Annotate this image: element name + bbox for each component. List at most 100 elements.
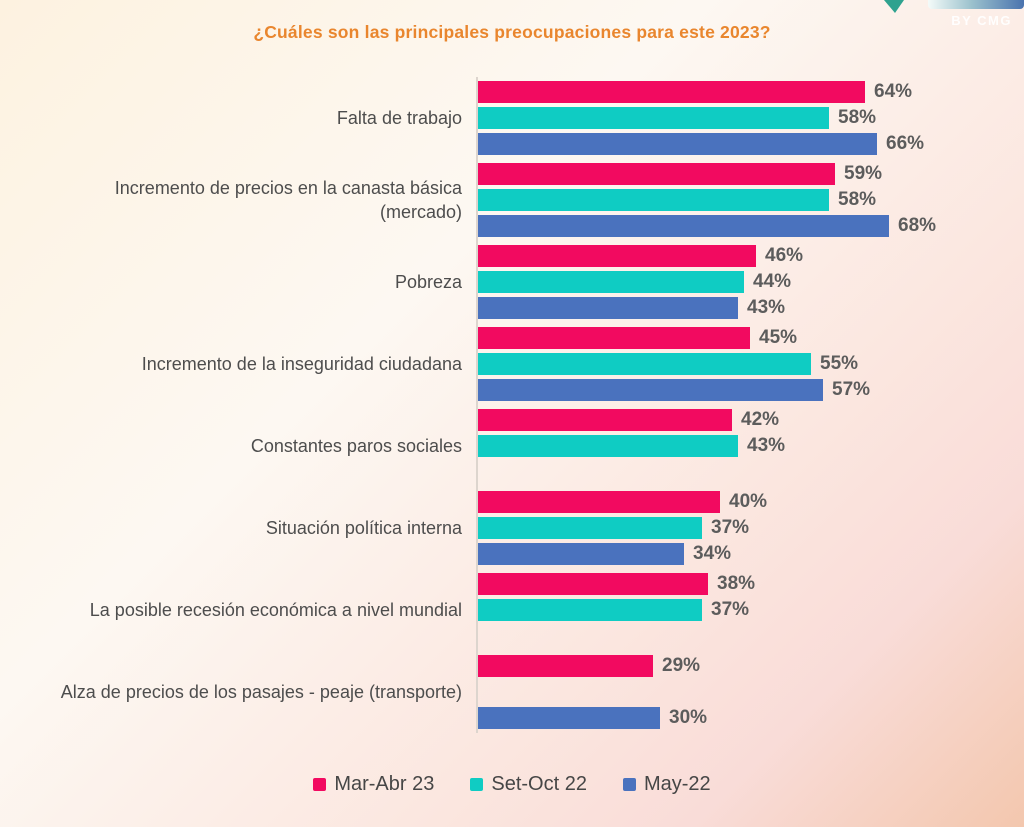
bar-value-label: 30% — [669, 707, 708, 728]
bar-slot: 43% — [478, 435, 1024, 457]
bar-chart: Falta de trabajo 64% 58% 66% Incremento de p… — [0, 77, 1024, 733]
category-label-cell: Alza de precios de los pasajes - peaje (… — [0, 651, 476, 733]
bar-set-oct-22 — [478, 517, 702, 539]
bar-mar-abr-23 — [478, 655, 653, 677]
bar-slot: 55% — [478, 353, 1024, 375]
bar-value-label: 68% — [898, 215, 937, 236]
bar-value-label: 44% — [753, 271, 792, 292]
bar-mar-abr-23 — [478, 491, 720, 513]
bar-may-22 — [478, 133, 877, 155]
bars-area: 38% 37% — [476, 569, 1024, 651]
bar-value-label: 43% — [747, 435, 786, 456]
legend-swatch — [313, 778, 327, 791]
bar-value-label: 66% — [886, 133, 925, 154]
bar-mar-abr-23 — [478, 163, 835, 185]
bars-area: 46% 44% 43% — [476, 241, 1024, 323]
bar-may-22 — [478, 215, 889, 237]
bar-mar-abr-23 — [478, 81, 865, 103]
legend-item: May-22 — [622, 773, 711, 796]
legend-item: Set-Oct 22 — [470, 773, 587, 796]
bars-area: 29% 30% — [476, 651, 1024, 733]
bar-may-22 — [478, 543, 684, 565]
bar-value-label: 45% — [759, 327, 798, 348]
category-group: Pobreza 46% 44% 43% — [0, 241, 1024, 323]
bar-slot — [478, 461, 1024, 483]
category-label-cell: Constantes paros sociales — [0, 405, 476, 487]
bar-slot: 45% — [478, 327, 1024, 349]
bar-may-22 — [478, 379, 823, 401]
bar-slot: 58% — [478, 107, 1024, 129]
bar-value-label: 57% — [832, 379, 871, 400]
category-group: Situación política interna 40% 37% 34% — [0, 487, 1024, 569]
bar-value-label: 38% — [717, 573, 756, 594]
bar-slot: 29% — [478, 655, 1024, 677]
category-label-cell: Incremento de precios en la canasta bási… — [0, 159, 476, 241]
category-label: Falta de trabajo — [336, 107, 462, 128]
bar-value-label: 37% — [711, 599, 750, 620]
legend-swatch — [470, 778, 484, 791]
bar-set-oct-22 — [478, 189, 829, 211]
category-label: Pobreza — [394, 271, 462, 292]
bars-area: 64% 58% 66% — [476, 77, 1024, 159]
bar-value-label: 43% — [747, 297, 786, 318]
legend-label: Set-Oct 22 — [491, 773, 587, 795]
bar-mar-abr-23 — [478, 245, 756, 267]
bar-slot: 38% — [478, 573, 1024, 595]
category-label: Constantes paros sociales — [250, 435, 462, 456]
bar-value-label: 40% — [729, 491, 768, 512]
bar-slot: 66% — [478, 133, 1024, 155]
bars-area: 59% 58% 68% — [476, 159, 1024, 241]
category-group: Falta de trabajo 64% 58% 66% — [0, 77, 1024, 159]
bar-value-label: 29% — [662, 655, 701, 676]
bar-slot: 37% — [478, 517, 1024, 539]
category-group: Alza de precios de los pasajes - peaje (… — [0, 651, 1024, 733]
brand-logo: BY CMG — [874, 0, 1024, 34]
category-label-cell: Situación política interna — [0, 487, 476, 569]
bars-area: 45% 55% 57% — [476, 323, 1024, 405]
category-group: Constantes paros sociales 42% 43% — [0, 405, 1024, 487]
bar-slot: 59% — [478, 163, 1024, 185]
bar-value-label: 55% — [820, 353, 859, 374]
bar-may-22 — [478, 297, 738, 319]
logo-gradient-bar — [928, 0, 1024, 9]
legend-swatch — [622, 778, 636, 791]
category-label: Situación política interna — [265, 517, 462, 538]
legend-item: Mar-Abr 23 — [313, 773, 434, 796]
bar-value-label: 37% — [711, 517, 750, 538]
category-label: La posible recesión económica a nivel mu… — [89, 599, 462, 620]
category-label: Alza de precios de los pasajes - peaje (… — [60, 681, 462, 702]
bar-set-oct-22 — [478, 107, 829, 129]
bar-slot: 68% — [478, 215, 1024, 237]
bar-slot: 42% — [478, 409, 1024, 431]
bar-value-label: 34% — [693, 543, 732, 564]
bar-slot — [478, 681, 1024, 703]
bar-slot: 34% — [478, 543, 1024, 565]
chart-legend: Mar-Abr 23 Set-Oct 22 May-22 — [0, 773, 1024, 796]
bars-area: 40% 37% 34% — [476, 487, 1024, 569]
category-group: Incremento de la inseguridad ciudadana 45… — [0, 323, 1024, 405]
bar-value-label: 42% — [741, 409, 780, 430]
bar-value-label: 64% — [874, 81, 913, 102]
category-group: Incremento de precios en la canasta bási… — [0, 159, 1024, 241]
bar-slot: 37% — [478, 599, 1024, 621]
bar-mar-abr-23 — [478, 327, 750, 349]
chart-title: ¿Cuáles son las principales preocupacion… — [253, 22, 771, 42]
category-label: Incremento de la inseguridad ciudadana — [141, 353, 462, 374]
bar-slot: 44% — [478, 271, 1024, 293]
bar-set-oct-22 — [478, 271, 744, 293]
category-group: La posible recesión económica a nivel mu… — [0, 569, 1024, 651]
bar-set-oct-22 — [478, 435, 738, 457]
logo-text: BY CMG — [951, 13, 1012, 28]
category-label-cell: Pobreza — [0, 241, 476, 323]
bar-slot: 43% — [478, 297, 1024, 319]
bar-slot: 58% — [478, 189, 1024, 211]
bar-slot — [478, 625, 1024, 647]
bars-area: 42% 43% — [476, 405, 1024, 487]
bar-value-label: 46% — [765, 245, 804, 266]
bar-slot: 57% — [478, 379, 1024, 401]
legend-label: Mar-Abr 23 — [334, 773, 435, 795]
category-label-cell: La posible recesión económica a nivel mu… — [0, 569, 476, 651]
legend-label: May-22 — [643, 773, 711, 795]
bar-value-label: 58% — [838, 107, 877, 128]
bar-mar-abr-23 — [478, 409, 732, 431]
